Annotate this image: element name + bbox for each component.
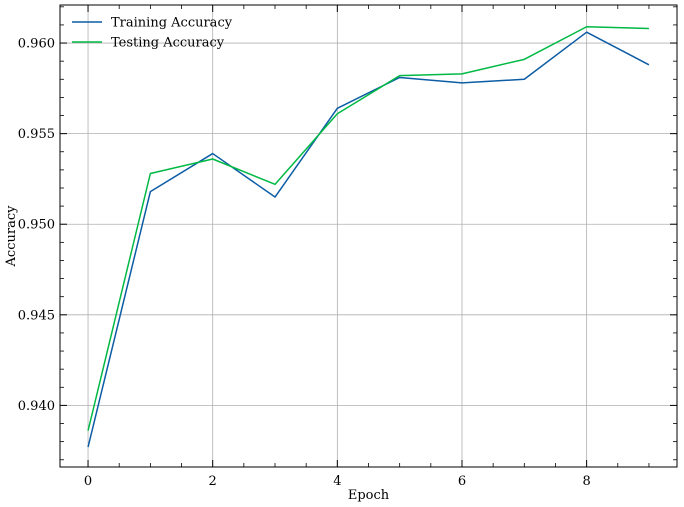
x-tick-label: 8 [582,474,590,489]
x-tick-label: 0 [84,474,92,489]
legend-label-training: Training Accuracy [111,16,233,31]
series-line-1 [87,25,649,431]
x-tick-label: 4 [333,474,341,489]
legend-label-testing: Testing Accuracy [111,36,225,51]
y-tick-label: 0.945 [18,308,55,323]
y-tick-label: 0.960 [18,37,55,52]
x-tick-label: 6 [458,474,466,489]
series-line-0 [87,31,650,448]
grid [60,5,677,467]
y-tick-label: 0.940 [18,399,55,414]
series-lines [87,25,650,448]
x-axis-label: Epoch [348,488,390,503]
legend: Training Accuracy Testing Accuracy [72,16,233,51]
y-axis-label: Accuracy [4,205,19,268]
x-tick-label: 2 [209,474,217,489]
axis-ticks [60,5,677,467]
y-tick-label: 0.955 [18,127,55,142]
tick-labels: 0 2 4 6 8 0.940 0.945 0.950 0.955 0.960 [18,37,591,489]
y-tick-label: 0.950 [18,218,55,233]
